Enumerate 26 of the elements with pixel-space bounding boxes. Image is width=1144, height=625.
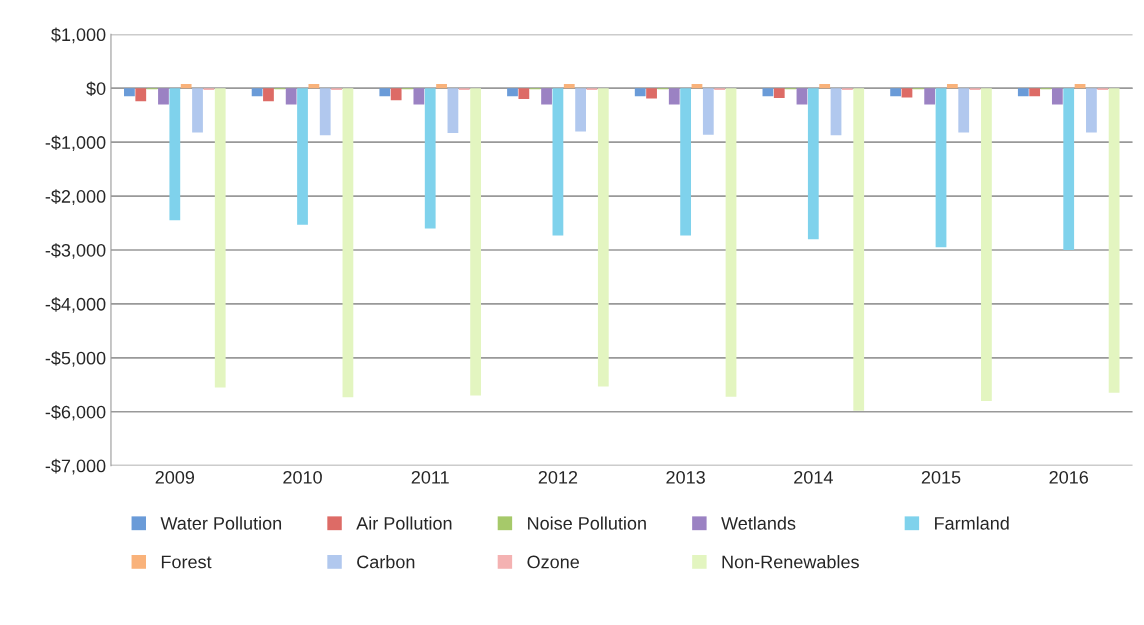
legend-label: Carbon xyxy=(357,555,415,569)
x-tick-label: 2012 xyxy=(538,470,578,484)
legend-label: Wetlands xyxy=(721,516,796,530)
legend-label: Farmland xyxy=(935,516,1009,530)
y-tick-label: -$1,000 xyxy=(45,135,106,152)
x-tick-label: 2011 xyxy=(411,470,449,484)
x-tick-label: 2009 xyxy=(155,470,195,484)
x-tick-label: 2013 xyxy=(666,470,705,484)
legend-label: Forest xyxy=(161,555,212,569)
y-tick-label: $1,000 xyxy=(51,27,106,44)
legend-label: Ozone xyxy=(527,555,579,569)
x-tick-label: 2016 xyxy=(1049,470,1088,484)
y-tick-label: -$3,000 xyxy=(45,243,106,259)
y-tick-label: -$7,000 xyxy=(45,458,106,475)
legend-label: Noise Pollution xyxy=(528,516,646,530)
y-tick-label: -$5,000 xyxy=(45,350,106,367)
y-tick-label: -$4,000 xyxy=(45,297,106,313)
x-tick-label: 2010 xyxy=(283,470,322,484)
x-tick-label: 2015 xyxy=(921,470,961,484)
legend-label: Air Pollution xyxy=(356,516,452,530)
y-tick-label: $0 xyxy=(86,81,106,97)
legend-label: Water Pollution xyxy=(160,516,282,530)
y-tick-label: -$2,000 xyxy=(45,189,106,205)
y-tick-label: -$6,000 xyxy=(45,404,106,421)
x-tick-label: 2014 xyxy=(794,470,833,484)
legend-label: Non-Renewables xyxy=(722,555,859,569)
